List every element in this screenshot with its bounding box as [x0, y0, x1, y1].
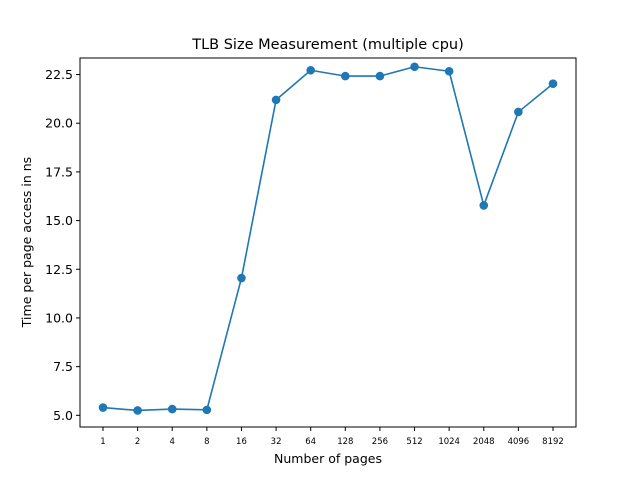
data-point: [444, 66, 454, 76]
x-tick-label: 4: [170, 437, 175, 447]
x-tick-label: 1024: [438, 437, 460, 447]
x-tick-label: 8192: [542, 437, 564, 447]
data-point: [306, 65, 315, 75]
data-point: [514, 107, 523, 117]
series-line: [102, 65, 554, 412]
x-tick-label: 128: [337, 437, 353, 447]
x-axis-label: Number of pages: [274, 451, 382, 466]
x-tick-label: 1: [100, 437, 105, 447]
x-tick-label: 8: [204, 437, 209, 447]
y-tick-label: 10.0: [45, 310, 73, 325]
data-point: [271, 95, 281, 105]
x-tick-label: 2048: [473, 437, 495, 447]
y-tick-label: 12.5: [45, 262, 73, 277]
data-point: [98, 403, 108, 412]
data-point: [133, 406, 142, 415]
y-axis-label: Time per page access in ns: [19, 157, 34, 328]
x-tick-label: 2: [135, 437, 140, 447]
x-tick-label: 512: [406, 437, 422, 447]
data-point: [375, 71, 385, 81]
x-axis-ticks: 1 2 4 8 16 32 64 128 256 512 1024 2048 4096 8192: [100, 427, 564, 447]
x-tick-label: 16: [236, 437, 247, 447]
y-tick-label: 7.5: [53, 359, 73, 374]
data-point: [237, 273, 246, 283]
y-tick-label: 5.0: [53, 408, 73, 423]
x-tick-label: 4096: [508, 437, 530, 447]
chart-title: TLB Size Measurement (multiple cpu): [191, 37, 464, 53]
y-tick-label: 20.0: [45, 116, 73, 131]
data-point: [341, 71, 350, 81]
data-point: [167, 404, 177, 414]
x-tick-label: 32: [271, 437, 282, 447]
data-point: [410, 62, 419, 72]
y-tick-label: 15.0: [45, 213, 73, 228]
y-axis-ticks: 5.0 7.5 10.0 12.5 15.0 17.5 20.0 22.5: [45, 67, 80, 423]
x-tick-label: 64: [305, 437, 316, 447]
data-point: [202, 405, 212, 415]
data-point: [548, 79, 558, 89]
x-tick-label: 256: [372, 437, 388, 447]
y-tick-label: 17.5: [45, 164, 73, 179]
plot-area-frame: [79, 57, 577, 428]
data-point: [479, 201, 489, 210]
series-layer: [98, 62, 558, 415]
y-tick-label: 22.5: [45, 67, 73, 82]
